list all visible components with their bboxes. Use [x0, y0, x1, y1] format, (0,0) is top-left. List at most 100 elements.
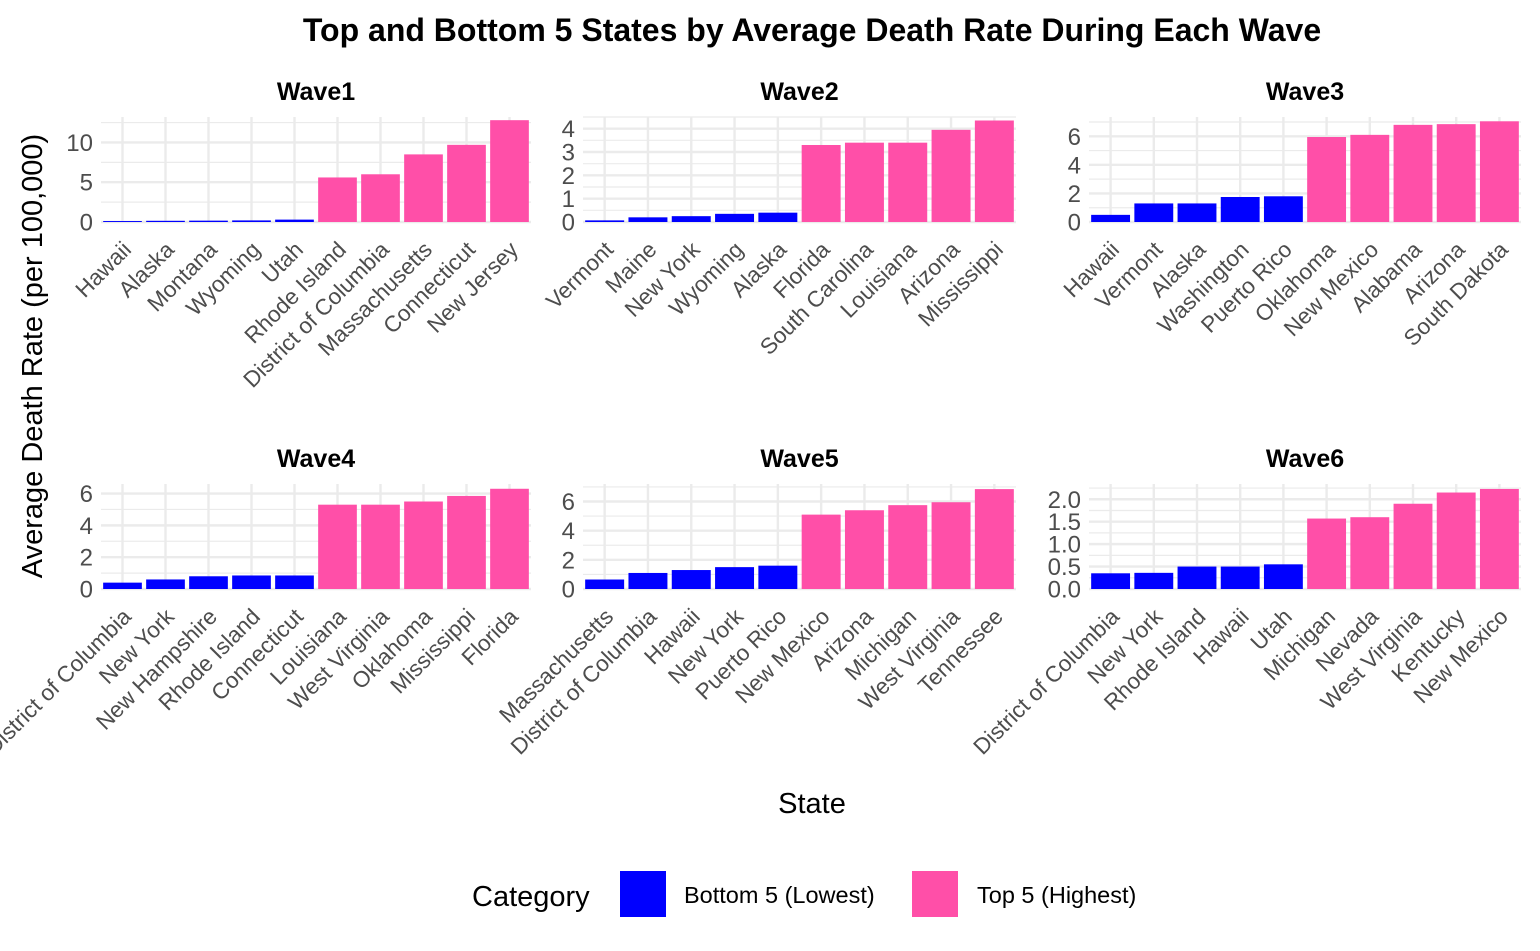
- bar-new-jersey: [490, 120, 529, 222]
- bar-arizona: [844, 510, 884, 589]
- bar-new-mexico: [801, 514, 841, 589]
- bar-massachusetts: [404, 154, 443, 222]
- legend-title: Category: [472, 881, 590, 913]
- bar-alaska: [1177, 203, 1217, 222]
- bar-rhode-island: [232, 575, 271, 589]
- y-tick-label: 4: [80, 513, 93, 540]
- y-tick-label: 2: [562, 163, 575, 190]
- bar-oklahoma: [1307, 137, 1347, 222]
- bar-nevada: [1350, 517, 1390, 589]
- panel-wave1: 0510HawaiiAlaskaMontanaWyomingUtahRhode …: [66, 78, 531, 392]
- y-tick-label: 0: [562, 577, 575, 604]
- bar-maine: [628, 217, 668, 222]
- y-tick-label: 0.0: [1048, 577, 1081, 604]
- y-tick-label: 2: [562, 547, 575, 574]
- bar-hawaii: [1091, 214, 1131, 222]
- bar-district-of-columbia: [1091, 573, 1131, 589]
- y-tick-label: 1: [562, 186, 575, 213]
- bar-montana: [189, 220, 228, 222]
- panels: 0510HawaiiAlaskaMontanaWyomingUtahRhode …: [0, 78, 1521, 759]
- bar-utah: [1263, 564, 1303, 589]
- bar-arizona: [931, 129, 971, 222]
- panel-title: Wave1: [277, 78, 355, 106]
- bar-kentucky: [1436, 492, 1476, 589]
- bar-new-york: [1134, 572, 1174, 589]
- y-tick-label: 4: [1068, 152, 1081, 179]
- y-tick-label: 0: [562, 210, 575, 237]
- bar-new-hampshire: [189, 576, 228, 589]
- bar-arizona: [1436, 124, 1476, 222]
- x-axis-title: State: [778, 788, 846, 820]
- y-tick-label: 3: [562, 140, 575, 167]
- bar-south-dakota: [1479, 121, 1519, 222]
- bar-utah: [275, 219, 314, 222]
- panel-title: Wave3: [1266, 78, 1344, 106]
- bar-connecticut: [447, 144, 486, 222]
- bar-oklahoma: [404, 501, 443, 589]
- bar-vermont: [585, 220, 625, 222]
- legend: Category Bottom 5 (Lowest) Top 5 (Highes…: [472, 871, 1136, 917]
- bar-vermont: [1134, 203, 1174, 222]
- y-tick-label: 10: [66, 130, 93, 157]
- y-tick-label: 4: [562, 116, 575, 143]
- y-tick-label: 1.5: [1048, 509, 1081, 536]
- bar-tennessee: [974, 489, 1014, 589]
- bar-district-of-columbia: [361, 174, 400, 222]
- bar-district-of-columbia: [103, 582, 142, 589]
- bar-new-york: [715, 567, 755, 589]
- y-tick-label: 2: [80, 545, 93, 572]
- legend-swatch-top-5: [912, 871, 958, 917]
- y-tick-label: 2.0: [1048, 487, 1081, 514]
- y-axis-title: Average Death Rate (per 100,000): [17, 134, 49, 578]
- bar-michigan: [888, 505, 928, 589]
- y-tick-label: 0: [1068, 210, 1081, 237]
- bar-rhode-island: [318, 177, 357, 222]
- panel-title: Wave5: [760, 445, 838, 473]
- y-tick-label: 6: [562, 489, 575, 516]
- bar-hawaii: [671, 570, 711, 589]
- bar-district-of-columbia: [628, 572, 668, 589]
- bar-south-carolina: [844, 142, 884, 222]
- panel-title: Wave6: [1266, 445, 1344, 473]
- bar-alaska: [758, 212, 798, 222]
- bar-puerto-rico: [758, 565, 798, 589]
- bar-mississippi: [974, 120, 1014, 222]
- bar-hawaii: [1220, 566, 1260, 589]
- bar-wyoming: [715, 213, 755, 222]
- bar-michigan: [1307, 518, 1347, 589]
- bar-puerto-rico: [1263, 196, 1303, 222]
- bar-florida: [801, 145, 841, 222]
- y-tick-label: 0: [80, 210, 93, 237]
- legend-swatch-bottom-5: [620, 871, 666, 917]
- bar-washington: [1220, 197, 1260, 222]
- y-tick-label: 6: [80, 481, 93, 508]
- y-tick-label: 0.5: [1048, 554, 1081, 581]
- bar-new-york: [146, 579, 185, 589]
- bar-louisiana: [318, 504, 357, 589]
- bar-west-virginia: [931, 502, 971, 589]
- bar-new-mexico: [1350, 134, 1390, 222]
- panel-wave3: 0246HawaiiVermontAlaskaWashingtonPuerto …: [1059, 78, 1521, 351]
- bar-alaska: [146, 220, 185, 222]
- bar-west-virginia: [1393, 503, 1433, 589]
- bar-louisiana: [888, 142, 928, 222]
- panel-title: Wave4: [277, 445, 355, 473]
- bar-hawaii: [103, 221, 142, 222]
- y-tick-label: 4: [562, 518, 575, 545]
- bar-alabama: [1393, 124, 1433, 222]
- y-tick-label: 0: [80, 577, 93, 604]
- bar-new-york: [671, 216, 711, 222]
- bar-mississippi: [447, 495, 486, 589]
- bar-massachusetts: [585, 579, 625, 589]
- y-tick-label: 6: [1068, 124, 1081, 151]
- y-tick-label: 1.0: [1048, 532, 1081, 559]
- panel-title: Wave2: [760, 78, 838, 106]
- bar-new-mexico: [1479, 488, 1519, 589]
- legend-label-bottom-5: Bottom 5 (Lowest): [684, 882, 875, 908]
- bar-wyoming: [232, 220, 271, 222]
